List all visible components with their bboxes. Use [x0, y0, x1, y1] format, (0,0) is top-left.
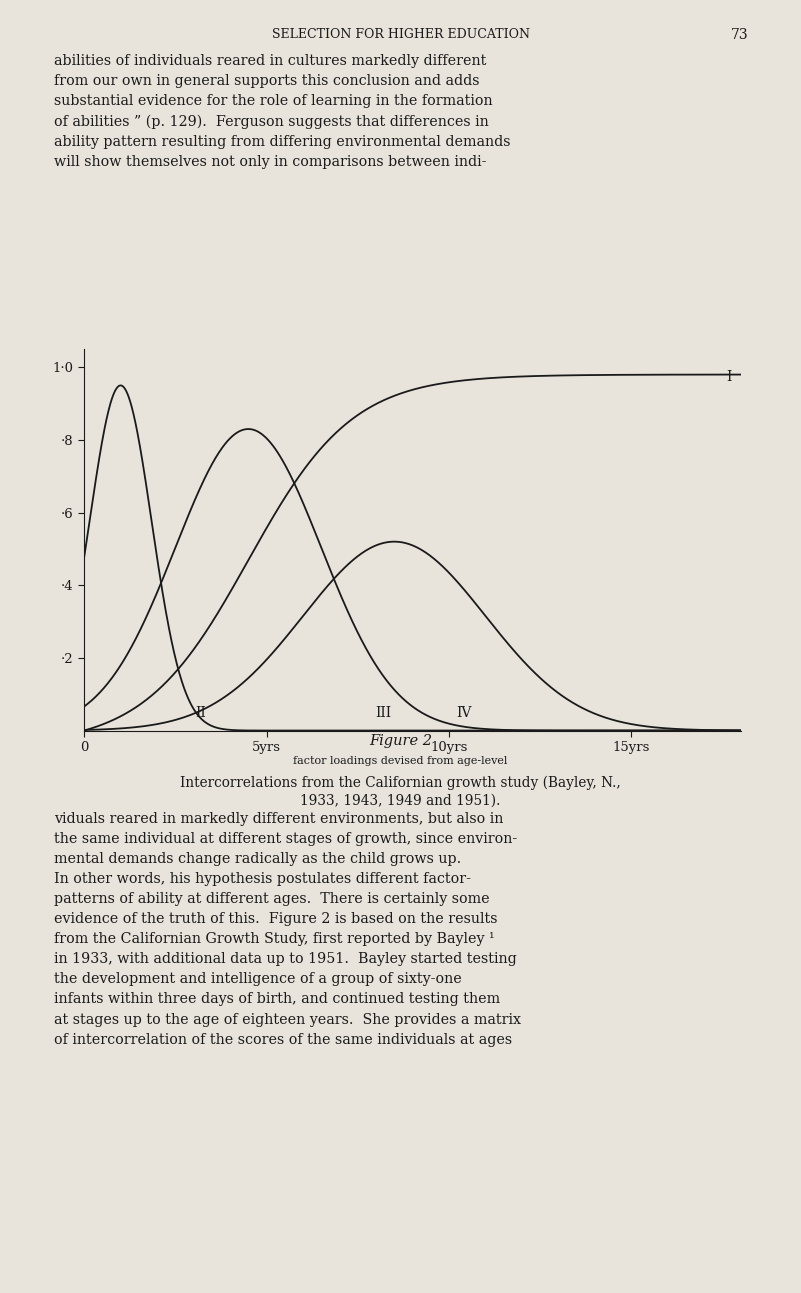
Text: factor loadings devised from age-level: factor loadings devised from age-level — [293, 756, 508, 767]
Text: viduals reared in markedly different environments, but also in
the same individu: viduals reared in markedly different env… — [54, 812, 521, 1046]
Text: SELECTION FOR HIGHER EDUCATION: SELECTION FOR HIGHER EDUCATION — [272, 28, 529, 41]
Text: 1933, 1943, 1949 and 1951).: 1933, 1943, 1949 and 1951). — [300, 794, 501, 808]
Text: I: I — [727, 371, 731, 384]
Text: IV: IV — [457, 706, 472, 720]
Text: II: II — [195, 706, 206, 720]
Text: III: III — [375, 706, 392, 720]
Text: Intercorrelations from the Californian growth study (Bayley, N.,: Intercorrelations from the Californian g… — [180, 776, 621, 790]
Text: Figure 2: Figure 2 — [369, 734, 432, 749]
Text: 73: 73 — [731, 28, 749, 43]
Text: abilities of individuals reared in cultures markedly different
from our own in g: abilities of individuals reared in cultu… — [54, 54, 511, 169]
